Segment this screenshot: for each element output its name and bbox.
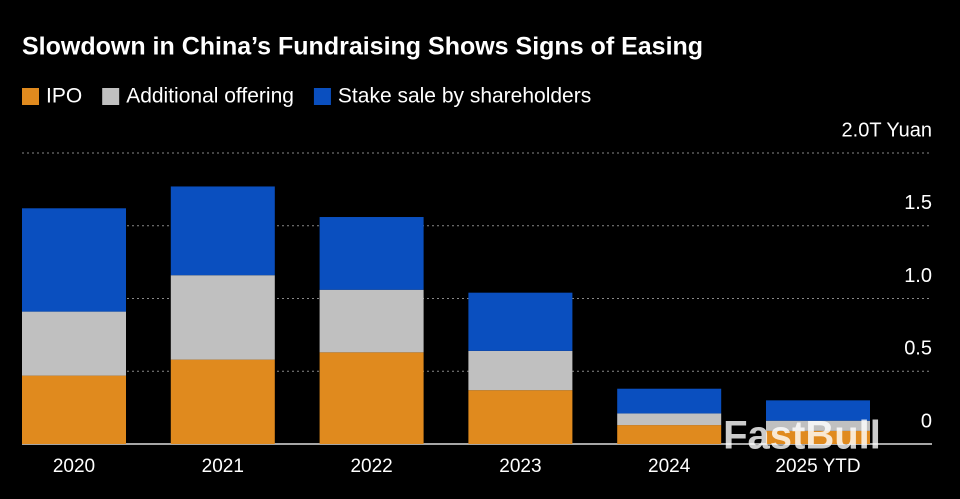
bar-segment bbox=[766, 420, 870, 431]
bar-segment bbox=[170, 275, 275, 360]
legend-label: IPO bbox=[46, 85, 82, 108]
bar-segment bbox=[766, 400, 870, 421]
bar-segment bbox=[766, 430, 870, 444]
bar-segment bbox=[319, 352, 424, 444]
chart-title: Slowdown in China’s Fundraising Shows Si… bbox=[22, 33, 703, 61]
bar-segment bbox=[468, 292, 573, 351]
bar-segment bbox=[468, 350, 573, 391]
y-tick-label: 0.5 bbox=[904, 338, 932, 360]
watermark: FastBull bbox=[723, 414, 881, 458]
y-tick-label: 1.0 bbox=[904, 265, 932, 287]
x-tick-label: 2024 bbox=[648, 456, 691, 477]
y-tick-label: 2.0T Yuan bbox=[842, 119, 932, 141]
y-tick-label: 0 bbox=[921, 410, 932, 432]
x-tick-label: 2021 bbox=[202, 456, 244, 477]
bar-segment bbox=[617, 388, 722, 414]
legend-label: Stake sale by shareholders bbox=[338, 85, 591, 108]
x-tick-label: 2023 bbox=[499, 456, 541, 477]
x-tick-label: 2022 bbox=[350, 456, 392, 477]
bar-segment bbox=[22, 208, 126, 312]
bar-segment bbox=[170, 186, 275, 276]
bar-segment bbox=[468, 390, 573, 444]
bar-segment bbox=[617, 425, 722, 444]
bar-segment bbox=[170, 359, 275, 444]
x-tick-label: 2020 bbox=[53, 456, 95, 477]
legend-swatch bbox=[22, 88, 39, 105]
legend-swatch bbox=[102, 88, 120, 105]
legend-swatch bbox=[313, 88, 331, 105]
bar-segment bbox=[22, 375, 126, 444]
bar-segment bbox=[319, 289, 424, 353]
legend-label: Additional offering bbox=[126, 85, 294, 108]
x-tick-label: 2025 YTD bbox=[775, 456, 860, 477]
bar-segment bbox=[22, 311, 126, 376]
bar-segment bbox=[319, 217, 424, 290]
bar-segment bbox=[617, 413, 722, 426]
y-tick-label: 1.5 bbox=[904, 192, 932, 214]
